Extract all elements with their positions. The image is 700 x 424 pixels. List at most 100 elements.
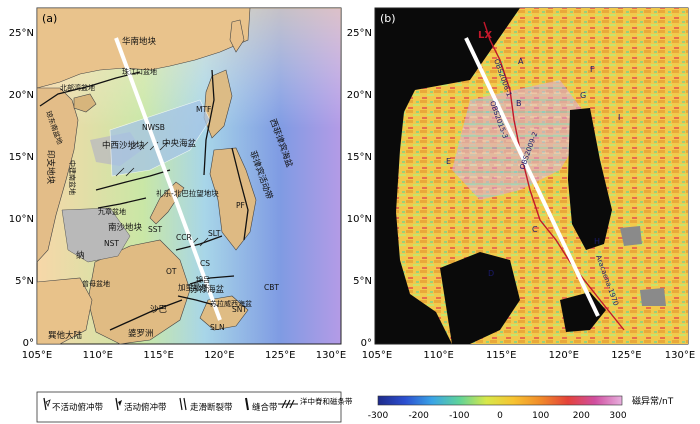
legend-label: 缝合带	[252, 402, 278, 413]
legend-label: 走滑断裂带	[190, 402, 233, 413]
label-jana: 纳	[76, 250, 85, 261]
label-slt: SLT	[208, 229, 221, 238]
panel-a-labels: 华南地块 珠江口盆地 北部湾盆地 琼东南盆地 中西沙地块 中央海盆 NWSB M…	[44, 36, 295, 341]
label-profile-a: A	[518, 57, 524, 66]
x-tick: 105°E	[22, 350, 52, 361]
label-lx: LX	[478, 30, 492, 41]
x-tick: 120°E	[549, 350, 579, 361]
label-xisha-block: 中西沙地块	[102, 140, 145, 151]
legend-label: 活动俯冲带	[124, 402, 167, 413]
label-beibu-gulf-basin: 北部湾盆地	[60, 83, 95, 92]
label-borneo: 婆罗洲	[128, 328, 154, 339]
x-tick: 120°E	[204, 350, 234, 361]
label-sulu-basin: 苏禄海盆	[190, 284, 225, 295]
panel-b-x-ticks: 105°E 110°E 115°E 120°E 125°E 130°E	[362, 350, 695, 361]
label-pearl-river-mouth-basin: 珠江口盆地	[122, 67, 157, 76]
label-profile-c: C	[532, 225, 538, 234]
land-sundaland	[36, 277, 93, 345]
y-tick: 10°N	[347, 214, 372, 225]
land-mask-philippines	[568, 108, 612, 250]
x-tick: 125°E	[611, 350, 641, 361]
label-liyue-palawan-block: 礼乐-北巴拉望地块	[156, 188, 219, 198]
x-tick: 130°E	[665, 350, 695, 361]
label-cbt: CBT	[264, 283, 279, 292]
panel-a-x-ticks: 105°E 110°E 115°E 120°E 125°E 130°E	[22, 350, 346, 361]
colorbar-ramp	[377, 395, 623, 406]
legend-item-ridge: 洋中脊和磁条带	[278, 396, 353, 409]
legend-label: 不活动俯冲带	[52, 402, 104, 413]
label-pf: PF	[236, 201, 245, 210]
land-mask-sulawesi	[560, 292, 606, 332]
x-tick: 115°E	[143, 350, 173, 361]
colorbar-ticks: -300 -200 -100 0 100 200 300	[368, 411, 627, 421]
legend: 不活动俯冲带 活动俯冲带 走滑断裂带 缝合带 洋中脊和磁条带	[36, 391, 353, 423]
land-china	[36, 7, 251, 89]
y-tick: 25°N	[347, 28, 372, 39]
colorbar-tick: -100	[449, 411, 470, 421]
y-tick: 5°N	[15, 276, 34, 287]
label-snt: SNT	[232, 305, 247, 314]
colorbar-tick: -300	[368, 411, 389, 421]
land-philippines	[209, 147, 257, 251]
legend-item-suture: 缝合带	[245, 397, 278, 413]
structure-lines	[39, 69, 249, 331]
y-tick: 25°N	[9, 28, 34, 39]
land-palawan	[149, 181, 185, 225]
x-tick: 130°E	[316, 350, 346, 361]
shelf-zengmu	[61, 207, 131, 263]
colorbar: -300 -200 -100 0 100 200 300 磁异常/nT	[368, 395, 674, 421]
x-tick: 110°E	[423, 350, 453, 361]
label-mtf: MTF	[196, 105, 211, 114]
grey-patch-2	[640, 288, 666, 306]
panel-b-tag: (b)	[380, 12, 396, 25]
label-profile-d: D	[488, 269, 494, 278]
label-profile-b: B	[516, 99, 522, 108]
land-hainan	[73, 93, 97, 113]
legend-item-inactive-thrust: 不活动俯冲带	[43, 397, 104, 413]
label-profile-g: G	[580, 91, 586, 100]
label-slnt: SLN	[210, 323, 225, 332]
y-tick: 20°N	[347, 90, 372, 101]
label-ot: OT	[166, 267, 177, 276]
land-mask-borneo	[440, 252, 520, 344]
label-jiulong-basin: 九章盆地	[98, 207, 126, 216]
x-tick: 125°E	[265, 350, 295, 361]
colorbar-tick: -200	[408, 411, 429, 421]
land-luzon	[203, 69, 233, 139]
y-tick: 15°N	[9, 152, 34, 163]
label-indochina-block: 印支地块	[45, 150, 56, 185]
y-tick: 0°	[23, 338, 34, 349]
active-thrust-triangle	[118, 400, 122, 406]
colorbar-tick: 200	[573, 411, 590, 421]
panel-a: 105°E 110°E 115°E 120°E 125°E 130°E 25°N…	[9, 7, 346, 361]
label-sundaland: 巽他大陆	[48, 330, 83, 341]
label-profile-h: H	[594, 237, 600, 246]
y-tick: 0°	[361, 338, 372, 349]
label-kalimantan: 加里曼丹	[178, 282, 208, 292]
label-sst: SST	[148, 225, 163, 234]
y-tick: 20°N	[9, 90, 34, 101]
colorbar-tick: 0	[497, 411, 503, 421]
label-zengmu-basin: 曾母盆地	[82, 279, 110, 288]
label-nwsb: NWSB	[142, 123, 165, 132]
label-central-basin: 中央海盆	[162, 138, 197, 149]
label-profile-e: E	[446, 157, 451, 166]
grey-patch-1	[620, 226, 642, 246]
legend-item-active-thrust: 活动俯冲带	[115, 397, 167, 413]
label-profile-i: I	[618, 113, 620, 122]
y-tick: 15°N	[347, 152, 372, 163]
label-celebes-basin: 苏拉威西海盆	[210, 299, 252, 308]
strike-slip-icon	[179, 397, 187, 411]
land-taiwan	[229, 19, 245, 53]
transect-line-a	[114, 37, 222, 321]
land-borneo	[87, 239, 191, 345]
transect-line-b	[464, 37, 600, 317]
land-indochina	[36, 87, 79, 263]
label-cs: CS	[200, 259, 210, 268]
panel-b-y-ticks: 25°N 20°N 15°N 10°N 5°N 0°	[347, 28, 372, 349]
label-profile-f: F	[590, 65, 595, 74]
magnetic-anomaly-central	[452, 80, 590, 200]
panel-b: 105°E 110°E 115°E 120°E 125°E 130°E 25°N…	[347, 7, 695, 361]
label-zhongjiannan-basin: 中建南盆地	[68, 160, 77, 195]
